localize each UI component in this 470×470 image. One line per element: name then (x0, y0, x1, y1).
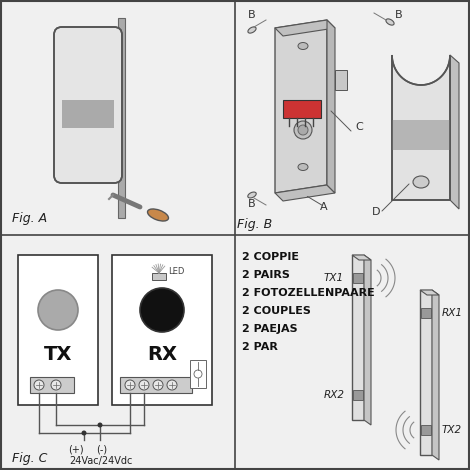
Polygon shape (275, 185, 335, 201)
Polygon shape (352, 255, 371, 260)
Polygon shape (364, 255, 371, 425)
Polygon shape (275, 20, 335, 36)
FancyBboxPatch shape (54, 27, 122, 183)
Circle shape (298, 125, 308, 135)
Polygon shape (420, 290, 439, 295)
Ellipse shape (298, 42, 308, 49)
Ellipse shape (298, 164, 308, 171)
Text: B: B (395, 10, 403, 20)
Text: TX: TX (44, 345, 72, 365)
Text: 2 COUPLES: 2 COUPLES (242, 306, 311, 316)
Ellipse shape (413, 176, 429, 188)
Text: Fig. A: Fig. A (12, 212, 47, 225)
Polygon shape (432, 290, 439, 460)
Text: C: C (355, 122, 363, 132)
Text: 2 PAR: 2 PAR (242, 342, 278, 352)
Polygon shape (450, 55, 459, 209)
Bar (352, 255, 364, 420)
Text: Fig. B: Fig. B (237, 218, 272, 231)
Text: B: B (248, 10, 256, 20)
Text: (+): (+) (68, 444, 84, 454)
Polygon shape (392, 55, 450, 200)
Ellipse shape (248, 192, 256, 198)
Polygon shape (275, 20, 327, 193)
Text: 2 COPPIE: 2 COPPIE (242, 252, 299, 262)
Bar (421, 308, 431, 318)
Text: Fig. C: Fig. C (12, 452, 47, 465)
Text: TX1: TX1 (324, 273, 344, 283)
Text: A: A (320, 202, 328, 212)
Circle shape (167, 380, 177, 390)
Text: D: D (372, 207, 381, 217)
Circle shape (51, 380, 61, 390)
Bar (353, 273, 363, 283)
Bar (18, 255, 98, 405)
Circle shape (81, 431, 86, 436)
Circle shape (139, 380, 149, 390)
Bar (283, 100, 321, 118)
Circle shape (34, 380, 44, 390)
Text: RX1: RX1 (442, 308, 463, 318)
Bar (152, 273, 166, 280)
Circle shape (38, 290, 78, 330)
Text: LED: LED (168, 267, 184, 276)
Circle shape (97, 423, 102, 428)
Text: 2 PAIRS: 2 PAIRS (242, 270, 290, 280)
Polygon shape (327, 20, 335, 193)
Bar (118, 18, 125, 218)
Circle shape (294, 121, 312, 139)
Text: 24Vac/24Vdc: 24Vac/24Vdc (69, 456, 133, 466)
Bar (30, 377, 74, 393)
Bar (62, 100, 114, 128)
Circle shape (153, 380, 163, 390)
Bar (353, 390, 363, 400)
Text: RX2: RX2 (324, 390, 345, 400)
Text: B: B (248, 199, 256, 209)
Bar (112, 255, 212, 405)
Circle shape (140, 288, 184, 332)
Text: 2 FOTOZELLENPAARE: 2 FOTOZELLENPAARE (242, 288, 375, 298)
Text: 2 PAEJAS: 2 PAEJAS (242, 324, 298, 334)
Bar (120, 377, 192, 393)
Circle shape (125, 380, 135, 390)
Text: TX2: TX2 (442, 425, 462, 435)
Bar (190, 360, 206, 388)
Ellipse shape (148, 209, 168, 221)
Polygon shape (392, 120, 450, 150)
Bar (421, 425, 431, 435)
Ellipse shape (386, 19, 394, 25)
Ellipse shape (248, 27, 256, 33)
Bar (335, 70, 347, 90)
Text: RX: RX (147, 345, 177, 365)
Bar (420, 290, 432, 455)
Text: (-): (-) (96, 444, 108, 454)
